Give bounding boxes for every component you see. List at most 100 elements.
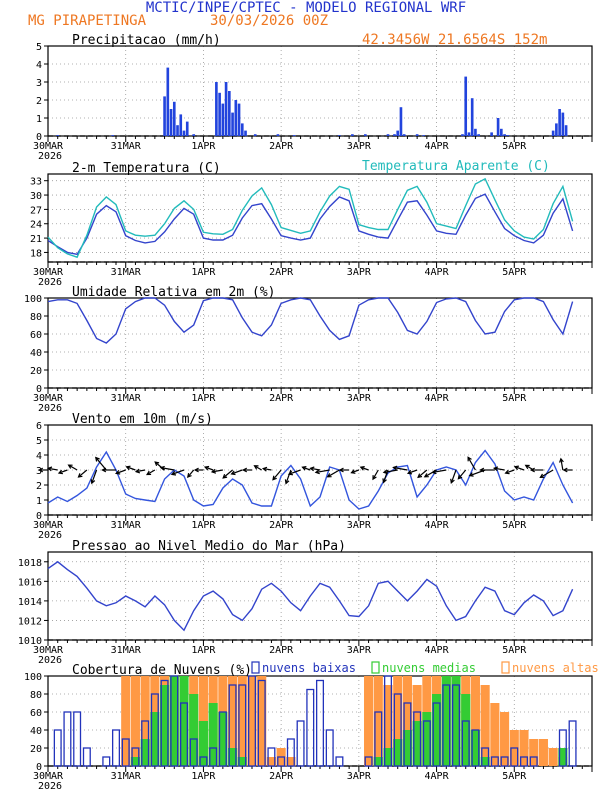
- y-tick-label: 20: [30, 744, 42, 755]
- y-tick-label: 4: [36, 451, 42, 462]
- cloud-bar-nuvens-medias: [169, 676, 179, 766]
- precip-bar: [399, 107, 403, 136]
- wind-arrow: [432, 469, 447, 474]
- wind-arrow-head: [46, 466, 53, 472]
- x-tick-label: 30MAR: [33, 771, 64, 782]
- y-tick-label: 4: [36, 60, 42, 71]
- precip-bar: [402, 134, 406, 136]
- cloud-bar-nuvens-baixas: [315, 679, 325, 767]
- wind-arrow-head: [287, 470, 294, 476]
- cloud-bar-nuvens-baixas: [189, 738, 198, 767]
- wind-arrow-head: [431, 469, 437, 475]
- precip-bar: [464, 76, 468, 136]
- x-tick-label: 1APR: [191, 267, 216, 278]
- wind-arrow-head: [186, 472, 192, 478]
- cloud-bar-nuvens-altas: [529, 739, 539, 766]
- cloud-bar-nuvens-altas: [266, 757, 276, 766]
- wind-arrow: [95, 457, 107, 471]
- wind-arrow: [135, 469, 146, 473]
- wind-arrow: [91, 469, 98, 484]
- wind-arrow-head: [559, 457, 564, 463]
- precip-bar: [396, 130, 400, 136]
- wind-arrow: [48, 467, 58, 471]
- wind-arrow-head: [134, 468, 141, 474]
- cloud-bar-nuvens-altas: [538, 739, 548, 766]
- cloud-bar-nuvens-medias: [198, 721, 208, 766]
- precip-bar: [551, 130, 555, 136]
- y-tick-label: 1018: [18, 558, 42, 569]
- x-year-label: 2026: [38, 655, 62, 666]
- wind-arrow-head: [479, 467, 485, 473]
- y-tick-label: 1: [36, 496, 42, 507]
- precip-bar: [231, 112, 234, 136]
- cloud-bar-nuvens-altas: [286, 757, 296, 766]
- x-tick-label: 3APR: [347, 645, 372, 656]
- wind-arrow-head: [338, 467, 344, 473]
- cloud-bar-nuvens-medias: [480, 757, 490, 766]
- cloud-bar-nuvens-altas: [247, 676, 257, 766]
- cloud-bar-nuvens-baixas: [558, 729, 567, 767]
- cloud-bar-nuvens-baixas: [247, 675, 257, 767]
- cloud-bar-nuvens-baixas: [451, 684, 461, 767]
- x-year-label: 2026: [38, 151, 62, 162]
- cloud-bar-nuvens-altas: [480, 685, 490, 766]
- wind-arrow-head: [146, 470, 152, 476]
- cloud-bar-nuvens-baixas: [53, 729, 62, 767]
- cloud-bar-nuvens-baixas: [170, 675, 179, 767]
- wind-arrow: [160, 467, 175, 471]
- cloud-bar-nuvens-baixas: [490, 756, 499, 767]
- cloud-bar-nuvens-medias: [402, 730, 412, 766]
- x-tick-label: 30MAR: [33, 520, 64, 531]
- cloud-bar-nuvens-baixas: [568, 720, 577, 767]
- cloud-bar-nuvens-medias: [470, 730, 480, 766]
- x-tick-label: 2APR: [269, 141, 294, 152]
- panel-frame: [47, 551, 593, 641]
- panel-title: Cobertura de Nuvens (%): [72, 663, 252, 678]
- legend-swatch: [251, 661, 260, 674]
- wind-arrow-head: [272, 475, 277, 481]
- x-tick-label: 5APR: [502, 520, 527, 531]
- precip-bar: [276, 134, 280, 136]
- x-tick-label: 5APR: [502, 393, 527, 404]
- y-tick-label: 80: [30, 312, 42, 323]
- y-tick-label: 21: [30, 234, 42, 245]
- cloud-bar-nuvens-baixas: [218, 711, 227, 767]
- legend-nuvens-altas: nuvens altas: [512, 661, 599, 675]
- wind-arrow-head: [539, 473, 545, 479]
- cloud-bar-nuvens-baixas: [199, 756, 208, 767]
- wind-arrow: [315, 469, 330, 474]
- y-tick-label: 2: [36, 96, 42, 107]
- x-tick-label: 3APR: [347, 267, 372, 278]
- wind-arrow-head: [57, 469, 63, 475]
- precip-bar: [496, 118, 500, 136]
- panel-1: 18 21 24 27 30 33 30MAR 31MAR 1APR 2APR 3APR 4APR 5A…: [30, 159, 593, 288]
- cloud-bar-nuvens-baixas: [461, 720, 470, 767]
- cloud-bar-nuvens-altas: [257, 676, 267, 766]
- cloud-bar-nuvens-medias: [383, 748, 393, 766]
- precip-bar: [56, 135, 60, 136]
- wind-arrow-head: [241, 467, 248, 473]
- y-tick-label: 20: [30, 366, 42, 377]
- cloud-bar-nuvens-altas: [383, 685, 393, 766]
- wind-arrow-head: [392, 465, 398, 471]
- wind-arrow-head: [382, 469, 388, 475]
- cloud-bar-nuvens-altas: [373, 676, 383, 766]
- precip-bar: [237, 103, 241, 136]
- precip-bar: [224, 82, 228, 136]
- wind-arrow: [187, 469, 195, 478]
- y-tick-label: 1012: [18, 616, 42, 627]
- pressure-line: [47, 560, 574, 632]
- wind-arrow-head: [230, 470, 236, 476]
- x-year-label: 2026: [38, 277, 62, 288]
- panel-3: 0 1 2 3 4 5 6 30MAR 31MAR 1APR 2APR 3APR 4APR 5APR 202…: [33, 412, 593, 541]
- wind-arrow-head: [301, 466, 307, 471]
- wind-arrow-head: [417, 473, 423, 479]
- wind-arrow: [372, 469, 379, 480]
- x-tick-label: 2APR: [269, 267, 294, 278]
- panel-title: 2-m Temperatura (C): [72, 161, 221, 176]
- x-tick-label: 4APR: [425, 520, 450, 531]
- cloud-bar-nuvens-altas: [237, 676, 247, 766]
- wind-arrow-head: [101, 467, 107, 473]
- wind-arrow: [505, 469, 515, 474]
